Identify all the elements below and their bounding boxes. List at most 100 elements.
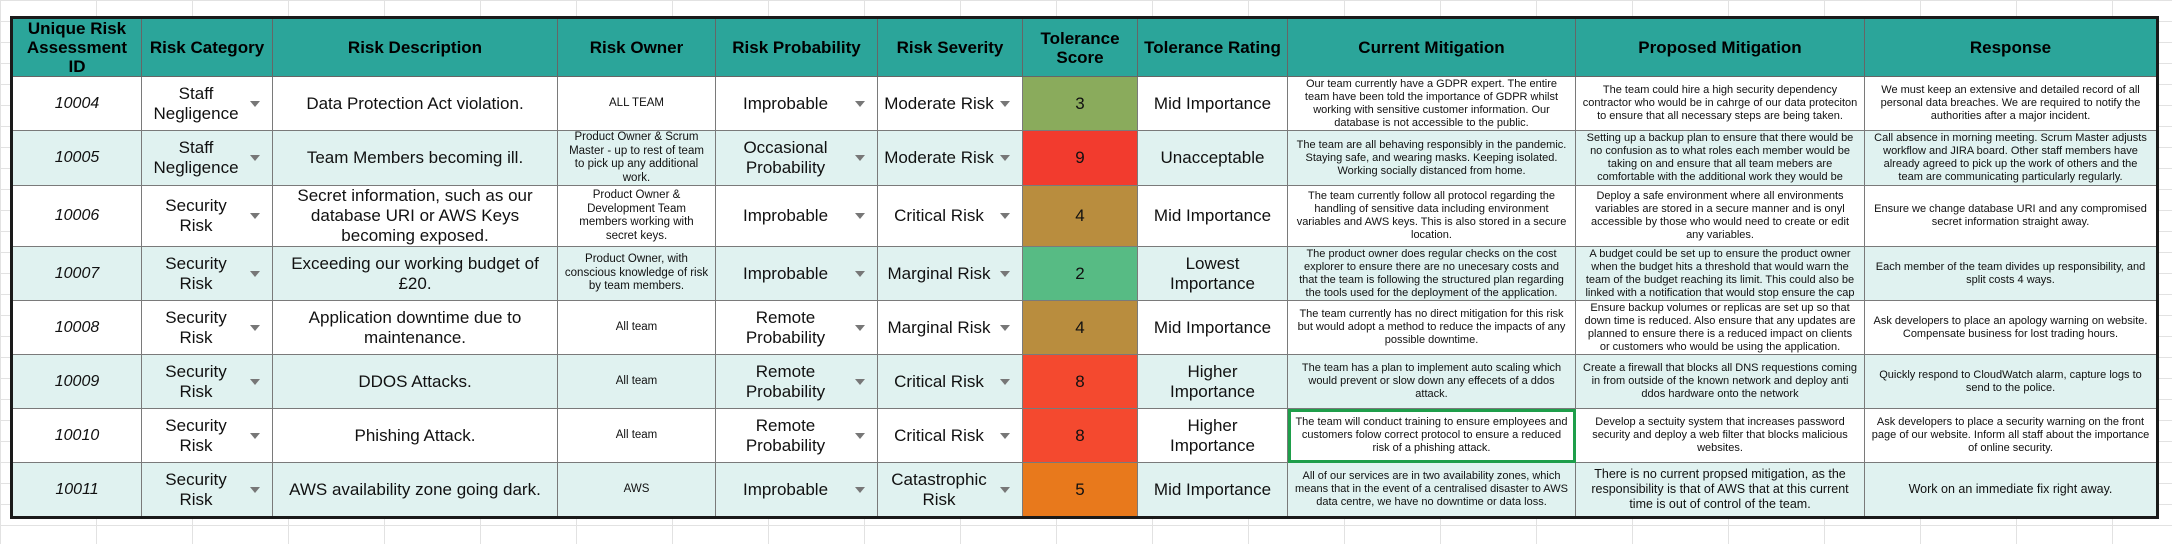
dropdown-arrow-icon[interactable] [1000, 378, 1010, 385]
proposed-mitigation-cell[interactable]: The team could hire a high security depe… [1575, 76, 1865, 131]
current-mitigation-cell[interactable]: Our team currently have a GDPR expert. T… [1287, 76, 1576, 131]
id-cell[interactable]: 10007 [11, 246, 142, 301]
owner-cell[interactable]: All team [557, 300, 716, 355]
dropdown-arrow-icon[interactable] [855, 324, 865, 331]
current-mitigation-cell[interactable]: The product owner does regular checks on… [1287, 246, 1576, 301]
header-score[interactable]: Tolerance Score [1022, 17, 1138, 77]
dropdown-arrow-icon[interactable] [1000, 213, 1010, 219]
proposed-mitigation-cell[interactable]: Create a firewall that blocks all DNS re… [1575, 354, 1865, 409]
current-mitigation-cell[interactable]: The team has a plan to implement auto sc… [1287, 354, 1576, 409]
proposed-mitigation-cell[interactable]: There is no current propsed mitigation, … [1575, 462, 1865, 518]
description-cell[interactable]: Data Protection Act violation. [272, 76, 558, 131]
proposed-mitigation-cell[interactable]: Setting up a backup plan to ensure that … [1575, 130, 1865, 186]
owner-cell[interactable]: AWS [557, 462, 716, 518]
id-cell[interactable]: 10009 [11, 354, 142, 409]
header-current-mitigation[interactable]: Current Mitigation [1287, 17, 1576, 77]
response-cell[interactable]: Call absence in morning meeting. Scrum M… [1864, 130, 2158, 186]
response-cell[interactable]: We must keep an extensive and detailed r… [1864, 76, 2158, 131]
dropdown-arrow-icon[interactable] [1000, 270, 1010, 277]
id-cell[interactable]: 10006 [11, 185, 142, 247]
probability-dropdown[interactable]: Remote Probability [715, 300, 878, 355]
dropdown-arrow-icon[interactable] [250, 270, 260, 277]
rating-cell[interactable]: Lowest Importance [1137, 246, 1288, 301]
header-category[interactable]: Risk Category [141, 17, 273, 77]
description-cell[interactable]: DDOS Attacks. [272, 354, 558, 409]
proposed-mitigation-cell[interactable]: Ensure backup volumes or replicas are se… [1575, 300, 1865, 355]
dropdown-arrow-icon[interactable] [855, 432, 865, 439]
dropdown-arrow-icon[interactable] [1000, 324, 1010, 331]
dropdown-arrow-icon[interactable] [855, 213, 865, 219]
dropdown-arrow-icon[interactable] [250, 324, 260, 331]
response-cell[interactable]: Work on an immediate fix right away. [1864, 462, 2158, 518]
dropdown-arrow-icon[interactable] [855, 486, 865, 493]
id-cell[interactable]: 10005 [11, 130, 142, 186]
score-cell[interactable]: 9 [1022, 130, 1138, 186]
description-cell[interactable]: Team Members becoming ill. [272, 130, 558, 186]
owner-cell[interactable]: ALL TEAM [557, 76, 716, 131]
category-dropdown[interactable]: Security Risk [141, 185, 273, 247]
description-cell[interactable]: Exceeding our working budget of £20. [272, 246, 558, 301]
dropdown-arrow-icon[interactable] [855, 378, 865, 385]
category-dropdown[interactable]: Security Risk [141, 300, 273, 355]
header-rating[interactable]: Tolerance Rating [1137, 17, 1288, 77]
id-cell[interactable]: 10010 [11, 408, 142, 463]
rating-cell[interactable]: Unacceptable [1137, 130, 1288, 186]
response-cell[interactable]: Ask developers to place an apology warni… [1864, 300, 2158, 355]
rating-cell[interactable]: Mid Importance [1137, 300, 1288, 355]
dropdown-arrow-icon[interactable] [1000, 486, 1010, 493]
header-severity[interactable]: Risk Severity [877, 17, 1023, 77]
score-cell[interactable]: 3 [1022, 76, 1138, 131]
severity-dropdown[interactable]: Catastrophic Risk [877, 462, 1023, 518]
severity-dropdown[interactable]: Critical Risk [877, 354, 1023, 409]
owner-cell[interactable]: All team [557, 408, 716, 463]
owner-cell[interactable]: All team [557, 354, 716, 409]
current-mitigation-cell[interactable]: The team currently has no direct mitigat… [1287, 300, 1576, 355]
current-mitigation-cell[interactable]: The team currently follow all protocol r… [1287, 185, 1576, 247]
response-cell[interactable]: Ensure we change database URI and any co… [1864, 185, 2158, 247]
score-cell[interactable]: 2 [1022, 246, 1138, 301]
score-cell[interactable]: 8 [1022, 354, 1138, 409]
dropdown-arrow-icon[interactable] [250, 100, 260, 107]
probability-dropdown[interactable]: Remote Probability [715, 354, 878, 409]
current-mitigation-cell[interactable]: All of our services are in two availabil… [1287, 462, 1576, 518]
severity-dropdown[interactable]: Critical Risk [877, 408, 1023, 463]
score-cell[interactable]: 5 [1022, 462, 1138, 518]
category-dropdown[interactable]: Security Risk [141, 462, 273, 518]
header-id[interactable]: Unique Risk Assessment ID [11, 17, 142, 77]
category-dropdown[interactable]: Security Risk [141, 246, 273, 301]
rating-cell[interactable]: Mid Importance [1137, 462, 1288, 518]
description-cell[interactable]: AWS availability zone going dark. [272, 462, 558, 518]
current-mitigation-cell-selected[interactable]: The team will conduct training to ensure… [1287, 408, 1576, 463]
probability-dropdown[interactable]: Improbable [715, 462, 878, 518]
dropdown-arrow-icon[interactable] [250, 378, 260, 385]
owner-cell[interactable]: Product Owner, with conscious knowledge … [557, 246, 716, 301]
score-cell[interactable]: 4 [1022, 300, 1138, 355]
category-dropdown[interactable]: Staff Negligence [141, 130, 273, 186]
description-cell[interactable]: Secret information, such as our database… [272, 185, 558, 247]
dropdown-arrow-icon[interactable] [250, 432, 260, 439]
id-cell[interactable]: 10008 [11, 300, 142, 355]
dropdown-arrow-icon[interactable] [250, 486, 260, 493]
probability-dropdown[interactable]: Remote Probability [715, 408, 878, 463]
dropdown-arrow-icon[interactable] [1000, 155, 1010, 161]
header-probability[interactable]: Risk Probability [715, 17, 878, 77]
dropdown-arrow-icon[interactable] [250, 155, 260, 161]
header-proposed-mitigation[interactable]: Proposed Mitigation [1575, 17, 1865, 77]
probability-dropdown[interactable]: Improbable [715, 185, 878, 247]
description-cell[interactable]: Phishing Attack. [272, 408, 558, 463]
dropdown-arrow-icon[interactable] [1000, 100, 1010, 107]
rating-cell[interactable]: Higher Importance [1137, 354, 1288, 409]
header-description[interactable]: Risk Description [272, 17, 558, 77]
response-cell[interactable]: Quickly respond to CloudWatch alarm, cap… [1864, 354, 2158, 409]
response-cell[interactable]: Ask developers to place a security warni… [1864, 408, 2158, 463]
category-dropdown[interactable]: Security Risk [141, 354, 273, 409]
proposed-mitigation-cell[interactable]: Deploy a safe environment where all envi… [1575, 185, 1865, 247]
severity-dropdown[interactable]: Marginal Risk [877, 246, 1023, 301]
probability-dropdown[interactable]: Occasional Probability [715, 130, 878, 186]
category-dropdown[interactable]: Security Risk [141, 408, 273, 463]
proposed-mitigation-cell[interactable]: A budget could be set up to ensure the p… [1575, 246, 1865, 301]
dropdown-arrow-icon[interactable] [855, 100, 865, 107]
rating-cell[interactable]: Mid Importance [1137, 185, 1288, 247]
probability-dropdown[interactable]: Improbable [715, 76, 878, 131]
score-cell[interactable]: 4 [1022, 185, 1138, 247]
